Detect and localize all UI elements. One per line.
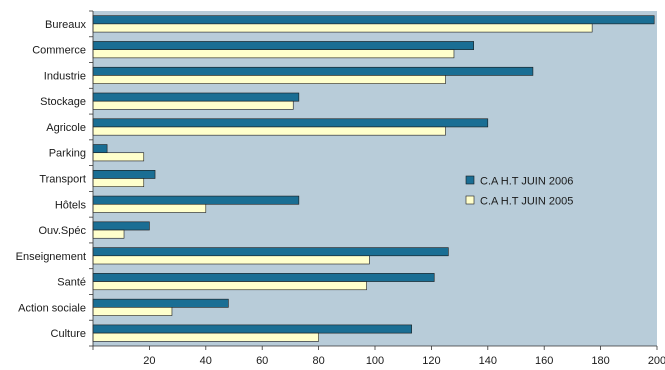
bar-2005-5 (92, 152, 145, 162)
category-label: Action sociale (18, 302, 86, 314)
bar-2006-10 (92, 273, 435, 282)
bar-2006-9 (92, 247, 449, 257)
x-tick-label: 80 (312, 355, 324, 367)
x-tick-label: 20 (143, 355, 155, 367)
bar-2005-1 (92, 49, 455, 59)
bar-2005-12 (92, 332, 319, 342)
bar-2006-2 (92, 66, 534, 76)
bar-2005-11 (92, 307, 173, 316)
x-tick-label: 200 (648, 355, 665, 367)
bar-2005-3 (92, 100, 294, 110)
bar-2005-9 (92, 255, 370, 265)
bar-2005-4 (92, 126, 446, 136)
bar-2005-6 (92, 178, 145, 187)
bar-2006-3 (92, 92, 300, 102)
bar-2006-6 (92, 170, 156, 179)
legend-swatch (465, 175, 475, 185)
category-label: Agricole (46, 122, 86, 134)
category-label: Transport (39, 174, 86, 186)
bar-2006-7 (92, 195, 300, 205)
x-tick-label: 60 (256, 355, 268, 367)
bar-2005-2 (92, 75, 446, 84)
x-tick-label: 100 (366, 355, 384, 367)
bar-2005-10 (92, 281, 367, 291)
bar-2006-8 (92, 221, 150, 231)
plot-area (93, 11, 657, 346)
category-label: Culture (51, 328, 86, 340)
bar-2006-0 (92, 15, 655, 25)
category-label: Hôtels (55, 199, 87, 211)
bar-2006-12 (92, 324, 412, 334)
legend-label: C.A H.T JUIN 2005 (480, 196, 573, 208)
bar-2005-0 (92, 23, 593, 33)
category-label: Enseignement (16, 251, 86, 263)
y-axis: Bureaux Commerce Industrie Stockage Agricole… (16, 10, 94, 347)
bar-2006-5 (92, 144, 108, 154)
category-label: Bureaux (45, 19, 86, 31)
category-label: Santé (57, 277, 86, 289)
bar-2005-8 (92, 229, 125, 239)
x-tick-label: 40 (200, 355, 212, 367)
x-tick-label: 140 (479, 355, 497, 367)
category-label: Ouv.Spéc (39, 225, 87, 237)
category-label: Parking (49, 148, 86, 160)
legend-label: C.A H.T JUIN 2006 (480, 176, 573, 188)
x-tick-label: 160 (535, 355, 553, 367)
x-tick-label: 180 (591, 355, 609, 367)
bar-2006-1 (92, 41, 475, 50)
category-label: Commerce (32, 45, 86, 57)
category-label: Industrie (44, 70, 86, 82)
legend-swatch (465, 195, 475, 205)
x-axis: 20 40 60 80 100 120 140 160 180 200 (92, 345, 665, 367)
x-tick-label: 120 (422, 355, 440, 367)
category-label: Stockage (40, 96, 86, 108)
bar-2006-4 (92, 118, 489, 128)
legend: C.A H.T JUIN 2006 C.A H.T JUIN 2005 (465, 175, 573, 208)
bar-2005-7 (92, 203, 207, 213)
bar-2006-11 (92, 298, 229, 308)
bars-group (92, 15, 655, 342)
